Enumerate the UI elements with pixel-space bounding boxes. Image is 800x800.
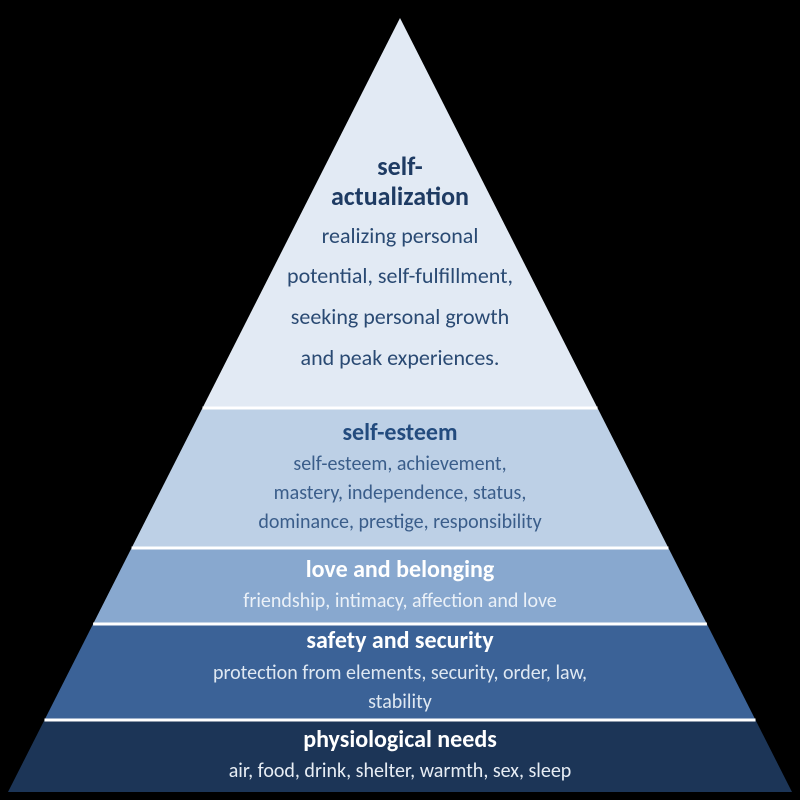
tier-desc: friendship, intimacy, affection and love [243,587,557,616]
tier-title: self-esteem [342,419,457,447]
tier-physiological: physiological needs air, food, drink, she… [0,720,800,792]
tier-title: physiological needs [303,726,497,754]
tier-title: love and belonging [306,556,495,584]
maslow-pyramid: self- actualizationrealizing personal po… [0,0,800,800]
tier-love-belonging: love and belonging friendship, intimacy, … [0,548,800,624]
tier-safety-security: safety and security protection from eleme… [0,624,800,720]
tier-desc: realizing personal potential, self-fulfi… [287,216,513,379]
tier-title: safety and security [306,627,493,655]
tier-desc: protection from elements, security, orde… [213,659,587,717]
tier-self-actualization: self- actualizationrealizing personal po… [0,130,800,400]
tier-self-esteem: self-esteem self-esteem, achievement, mas… [0,408,800,548]
tier-desc: air, food, drink, shelter, warmth, sex, … [229,757,572,786]
tier-title: self- actualization [331,152,469,212]
tier-desc: self-esteem, achievement, mastery, indep… [258,450,541,537]
